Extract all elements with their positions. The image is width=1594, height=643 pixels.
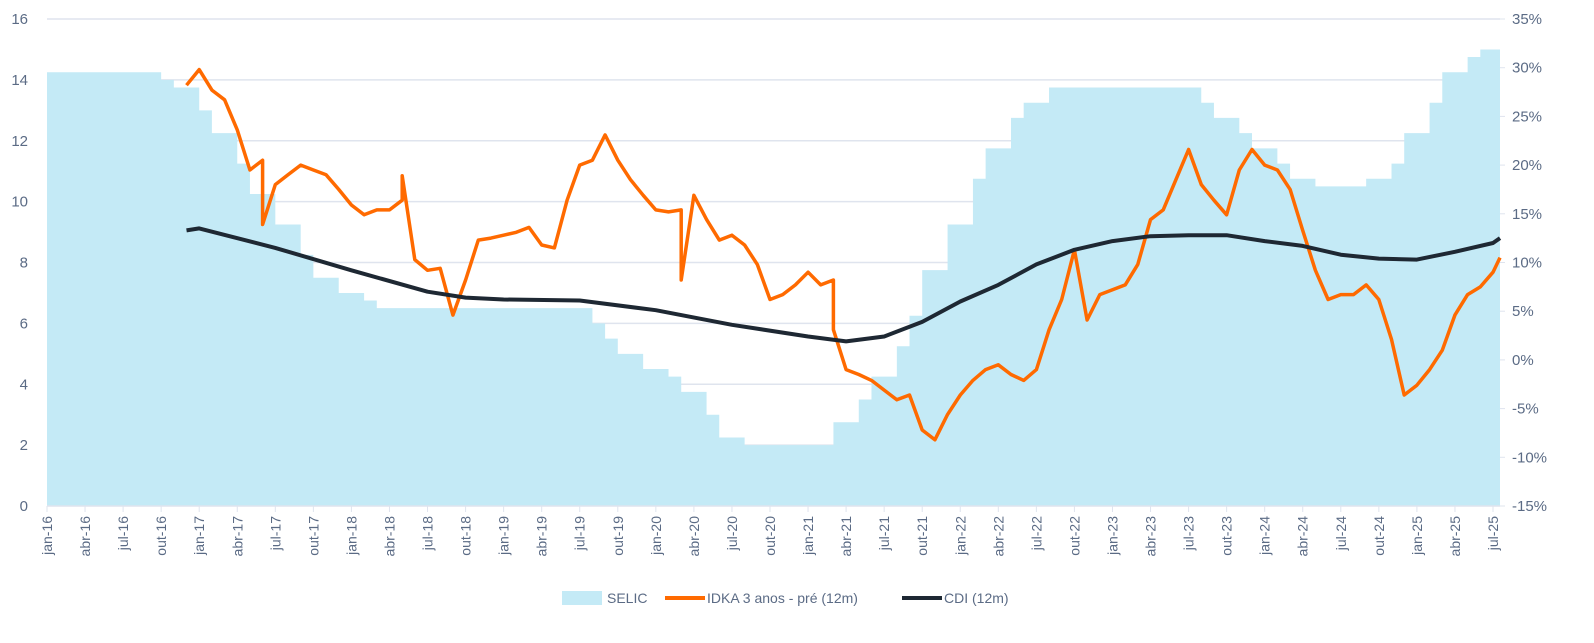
y-left-tick-label: 6 [20,315,28,332]
x-tick-label: out-17 [305,516,321,556]
series-cdi-line [186,226,1502,344]
x-tick-label: jan-20 [648,516,664,556]
legend-label-selic: SELIC [607,590,647,606]
x-tick-label: jul-24 [1333,516,1349,551]
y-right-tick-label: 10% [1512,255,1542,272]
x-tick-label: jul-20 [724,516,740,551]
y-left-tick-label: 8 [20,255,28,272]
x-tick-label: abr-18 [381,516,397,557]
y-left-tick-label: 0 [20,498,28,515]
y-right-tick-label: 0% [1512,352,1534,369]
x-tick-label: abr-20 [686,516,702,557]
y-right-tick-label: -15% [1512,498,1547,515]
x-tick-label: out-21 [914,516,930,556]
x-tick-label: jan-25 [1409,516,1425,556]
y-left-tick-label: 10 [11,194,28,211]
x-tick-label: abr-23 [1143,516,1159,557]
x-tick-label: jan-22 [952,516,968,556]
x-tick-label: out-20 [762,516,778,556]
x-tick-label: jan-19 [496,516,512,556]
x-tick-label: jan-18 [343,516,359,556]
legend-label-cdi: CDI (12m) [944,590,1009,606]
y-right-tick-label: 5% [1512,303,1534,320]
y-right-tick-label: -5% [1512,401,1539,418]
y-left-tick-label: 14 [11,72,28,89]
x-tick-label: abr-17 [229,516,245,557]
y-left-tick-label: 16 [11,11,28,28]
x-tick-label: abr-22 [990,516,1006,557]
x-tick-label: out-18 [458,516,474,556]
y-right-tick-label: -10% [1512,449,1547,466]
x-tick-label: abr-25 [1447,516,1463,557]
x-tick-label: jul-17 [267,516,283,551]
legend: SELIC IDKA 3 anos - pré (12m) CDI (12m) [562,590,1009,606]
series-idka-line [185,67,1502,442]
right-y-axis: -15% -10% -5% 0% 5% 10% 15% 20% 25% 30% 35% [1500,11,1547,515]
series-selic-area [47,49,1500,506]
y-right-tick-label: 15% [1512,206,1542,223]
y-right-tick-label: 30% [1512,60,1542,77]
y-left-tick-label: 2 [20,437,28,454]
plot-area [47,49,1502,506]
x-tick-label: jul-18 [420,516,436,551]
x-tick-label: abr-19 [534,516,550,557]
x-tick-label: jul-23 [1181,516,1197,551]
x-tick-label: abr-24 [1295,516,1311,557]
x-tick-label: out-24 [1371,516,1387,556]
x-tick-label: jul-22 [1028,516,1044,551]
x-tick-label: jul-16 [115,516,131,551]
x-tick-label: jan-21 [800,516,816,556]
x-tick-label: out-22 [1066,516,1082,556]
legend-swatch-selic [562,591,602,605]
x-tick-label: jul-21 [876,516,892,551]
x-tick-label: jan-23 [1104,516,1120,556]
x-tick-label: out-23 [1219,516,1235,556]
y-right-tick-label: 35% [1512,11,1542,28]
x-tick-label: jul-25 [1485,516,1501,551]
y-right-tick-label: 20% [1512,157,1542,174]
y-left-tick-label: 12 [11,133,28,150]
y-right-tick-label: 25% [1512,108,1542,125]
y-left-tick-label: 4 [20,376,28,393]
x-axis: jan-16 abr-16 jul-16 out-16 jan-17 abr-17 jul-… [39,505,1501,557]
legend-label-idka: IDKA 3 anos - pré (12m) [707,590,858,606]
x-tick-label: out-16 [153,516,169,556]
x-tick-label: out-19 [610,516,626,556]
x-tick-label: abr-16 [77,516,93,557]
x-tick-label: abr-21 [838,516,854,557]
x-tick-label: jan-17 [191,516,207,556]
x-tick-label: jul-19 [572,516,588,551]
left-y-axis: 0 2 4 6 8 10 12 14 16 [11,11,28,515]
x-tick-label: jan-24 [1257,516,1273,556]
x-tick-label: jan-16 [39,516,55,556]
